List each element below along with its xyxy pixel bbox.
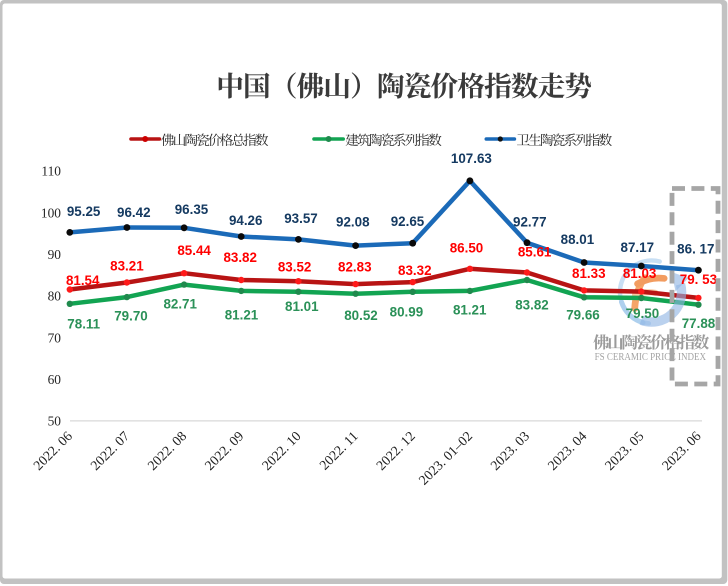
svg-text:79. 53: 79. 53: [680, 272, 717, 287]
svg-text:79.50: 79.50: [626, 306, 660, 321]
svg-text:87.17: 87.17: [621, 240, 655, 255]
svg-text:81.21: 81.21: [453, 302, 487, 317]
svg-text:85.61: 85.61: [518, 245, 552, 260]
svg-text:94.26: 94.26: [229, 213, 263, 228]
svg-text:95.25: 95.25: [67, 204, 101, 219]
svg-text:77.88: 77.88: [682, 316, 716, 331]
svg-text:80: 80: [48, 289, 62, 304]
svg-text:110: 110: [41, 164, 61, 179]
svg-text:93.57: 93.57: [284, 211, 318, 226]
svg-text:85.44: 85.44: [177, 243, 211, 258]
svg-text:83.82: 83.82: [515, 298, 549, 313]
svg-text:81.03: 81.03: [623, 266, 657, 281]
svg-text:96.35: 96.35: [175, 202, 209, 217]
svg-text:70: 70: [48, 330, 62, 345]
svg-text:86.50: 86.50: [450, 241, 484, 256]
svg-text:80.99: 80.99: [390, 304, 424, 319]
svg-text:107.63: 107.63: [451, 151, 492, 166]
svg-text:92.08: 92.08: [336, 215, 370, 230]
svg-text:81.01: 81.01: [285, 299, 319, 314]
svg-text:81.33: 81.33: [572, 266, 606, 281]
svg-text:79.70: 79.70: [114, 309, 148, 324]
svg-text:92.77: 92.77: [513, 214, 547, 229]
svg-text:83.32: 83.32: [398, 263, 432, 278]
svg-text:86. 17: 86. 17: [677, 242, 714, 257]
svg-text:60: 60: [48, 372, 62, 387]
svg-text:81.54: 81.54: [66, 273, 100, 288]
svg-text:78.11: 78.11: [67, 317, 100, 332]
svg-text:81.21: 81.21: [225, 307, 259, 322]
svg-text:79.66: 79.66: [566, 307, 600, 322]
svg-text:88.01: 88.01: [561, 232, 595, 247]
svg-text:83.52: 83.52: [278, 259, 312, 274]
svg-text:80.52: 80.52: [344, 308, 378, 323]
svg-text:90: 90: [48, 247, 62, 262]
svg-text:83.21: 83.21: [110, 259, 144, 274]
svg-text:83.82: 83.82: [223, 250, 257, 265]
svg-text:96.42: 96.42: [117, 205, 151, 220]
svg-text:82.71: 82.71: [163, 297, 197, 312]
svg-text:50: 50: [48, 414, 62, 429]
svg-text:82.83: 82.83: [338, 260, 372, 275]
svg-text:100: 100: [41, 205, 61, 220]
svg-text:FS CERAMIC PRICE INDEX: FS CERAMIC PRICE INDEX: [595, 351, 706, 363]
svg-text:92.65: 92.65: [391, 214, 425, 229]
